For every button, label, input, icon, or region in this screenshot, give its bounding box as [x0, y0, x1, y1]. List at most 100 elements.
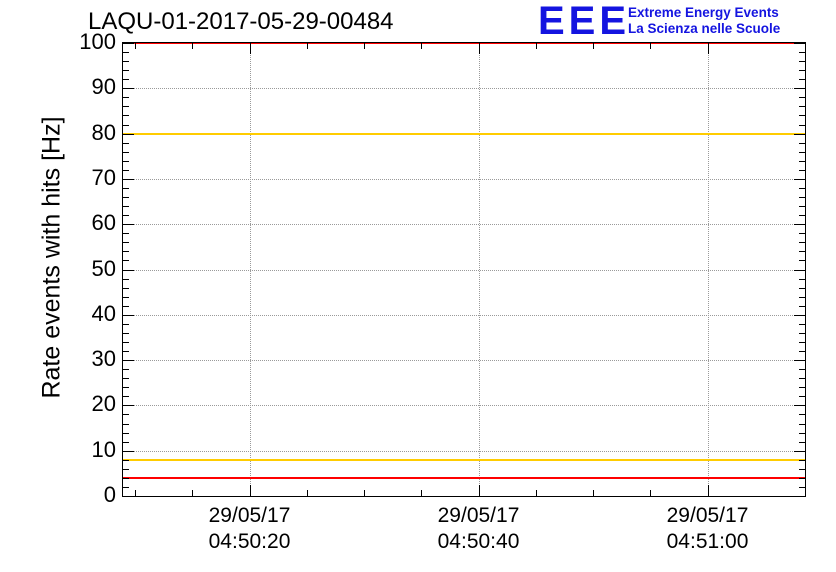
x-axis-tick-label-time: 04:51:00	[666, 530, 749, 553]
y-axis-minor-tick-right	[799, 387, 805, 389]
x-axis-minor-tick	[364, 490, 365, 496]
x-axis-minor-tick-top	[135, 43, 136, 49]
y-axis-minor-tick	[123, 260, 129, 262]
y-axis-minor-tick	[123, 287, 129, 289]
y-axis-minor-tick	[123, 486, 129, 488]
grid-line-horizontal	[123, 314, 805, 316]
y-axis-minor-tick	[123, 378, 129, 380]
x-axis-tick	[707, 485, 709, 496]
x-axis-tick-label-time: 04:50:40	[437, 530, 520, 553]
y-axis-tick	[123, 88, 134, 90]
eee-logo-mark: EEE	[538, 0, 631, 43]
y-axis-minor-tick	[123, 369, 129, 371]
y-axis-minor-tick-right	[799, 233, 805, 235]
y-axis-minor-tick-right	[799, 305, 805, 307]
y-axis-minor-tick-right	[799, 260, 805, 262]
y-axis-minor-tick	[123, 414, 129, 416]
y-axis-minor-tick-right	[799, 169, 805, 171]
x-axis-tick	[249, 485, 251, 496]
y-axis-minor-tick-right	[799, 468, 805, 470]
y-axis-minor-tick-right	[799, 197, 805, 199]
grid-line-horizontal	[123, 405, 805, 407]
y-axis-tick	[123, 405, 134, 407]
y-axis-minor-tick	[123, 52, 129, 54]
y-axis-tick-label: 60	[91, 210, 116, 236]
chart-title: LAQU-01-2017-05-29-00484	[88, 8, 394, 35]
y-axis-minor-tick-right	[799, 414, 805, 416]
y-axis-minor-tick-right	[799, 459, 805, 461]
grid-line-vertical	[707, 43, 709, 496]
y-axis-minor-tick	[123, 323, 129, 325]
y-axis-minor-tick	[123, 396, 129, 398]
eee-logo-line1: Extreme Energy Events	[628, 5, 779, 20]
y-axis-minor-tick	[123, 278, 129, 280]
y-axis-minor-tick	[123, 305, 129, 307]
y-axis-minor-tick	[123, 115, 129, 117]
x-axis-minor-tick-top	[593, 43, 594, 49]
y-axis-tick	[123, 43, 134, 44]
y-axis-minor-tick-right	[799, 206, 805, 208]
y-axis-tick	[123, 224, 134, 226]
x-axis-minor-tick-top	[192, 43, 194, 49]
y-axis-tick	[123, 178, 134, 180]
y-axis-tick-right	[794, 43, 805, 44]
y-axis-minor-tick	[123, 432, 129, 434]
y-axis-tick-label: 30	[91, 346, 116, 372]
y-axis-tick	[123, 496, 134, 497]
y-axis-tick	[123, 133, 134, 135]
y-axis-tick-right	[794, 405, 805, 407]
x-axis-tick-top	[478, 43, 480, 54]
y-axis-minor-tick	[123, 61, 129, 63]
grid-line-vertical	[478, 43, 480, 496]
threshold-line-upper-yellow-warning	[123, 132, 805, 135]
x-axis-tick	[478, 485, 480, 496]
y-axis-tick	[123, 314, 134, 316]
eee-logo: EEE Extreme Energy Events La Scienza nel…	[538, 0, 834, 43]
y-axis-tick-label: 20	[91, 391, 116, 417]
y-axis-minor-tick	[123, 169, 129, 171]
y-axis-tick-label: 40	[91, 300, 116, 326]
grid-line-horizontal	[123, 450, 805, 452]
grid-line-horizontal	[123, 224, 805, 226]
y-axis-minor-tick	[123, 233, 129, 235]
grid-line-horizontal	[123, 269, 805, 271]
y-axis-tick-label: 100	[79, 29, 116, 54]
x-axis-tick-label: 29/05/17 04:51:00	[667, 503, 749, 555]
y-axis-minor-tick	[123, 459, 129, 461]
x-axis-minor-tick	[192, 490, 194, 496]
y-axis-minor-tick	[123, 197, 129, 199]
x-axis-minor-tick	[650, 490, 652, 496]
y-axis-minor-tick	[123, 97, 129, 99]
y-axis-minor-tick-right	[799, 251, 805, 253]
x-axis-tick-label-date: 29/05/17	[437, 504, 520, 527]
y-axis-minor-tick-right	[799, 142, 805, 144]
y-axis-tick-label: 0	[103, 482, 116, 507]
x-axis-tick-label-date: 29/05/17	[666, 504, 749, 527]
y-axis-minor-tick-right	[799, 70, 805, 72]
y-axis-minor-tick-right	[799, 323, 805, 325]
y-axis-minor-tick-right	[799, 287, 805, 289]
y-axis-minor-tick-right	[799, 278, 805, 280]
y-axis-tick-right	[794, 178, 805, 180]
x-axis-tick-label-date: 29/05/17	[208, 504, 291, 527]
y-axis-minor-tick-right	[799, 115, 805, 117]
y-axis-minor-tick	[123, 477, 129, 479]
y-axis-minor-tick-right	[799, 97, 805, 99]
y-axis-tick-right	[794, 224, 805, 226]
y-axis-tick-right	[794, 450, 805, 452]
y-axis-minor-tick-right	[799, 52, 805, 54]
y-axis-minor-tick	[123, 187, 129, 189]
x-axis-minor-tick	[306, 490, 308, 496]
grid-line-horizontal	[123, 88, 805, 90]
x-axis-minor-tick-top	[650, 43, 652, 49]
y-axis-minor-tick-right	[799, 441, 805, 443]
y-axis-tick-label: 50	[91, 255, 116, 281]
x-axis-tick-label: 29/05/17 04:50:20	[209, 503, 291, 555]
y-axis-minor-tick-right	[799, 106, 805, 108]
y-axis-tick-right	[794, 360, 805, 362]
y-axis-minor-tick	[123, 251, 129, 253]
y-axis-tick-label: 80	[91, 119, 116, 145]
y-axis-tick-right	[794, 269, 805, 271]
y-axis-minor-tick-right	[799, 341, 805, 343]
